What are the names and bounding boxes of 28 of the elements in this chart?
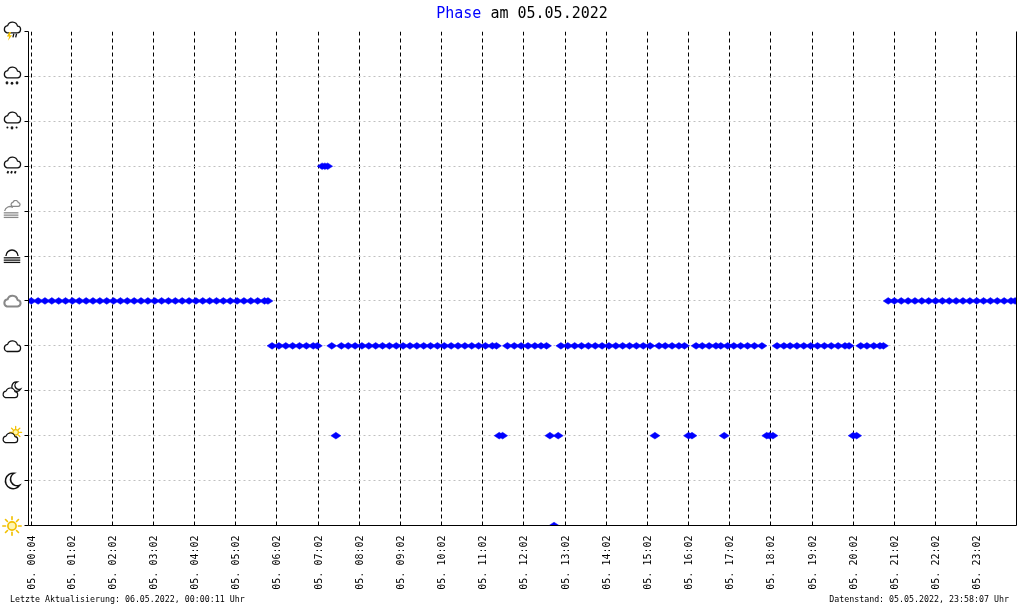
text: Datenstand: 05.05.2022, 23:58:07 Uhr [829,593,1009,606]
x-tick-label: 05. 16:02 [683,535,695,590]
x-tick-label: 05. 08:02 [353,535,365,590]
x-tick-label: 05. 13:02 [559,535,571,590]
x-tick-label: 05. 04:02 [189,535,201,590]
x-tick-label: 05. 15:02 [641,535,653,590]
x-tick-label: 05. 12:02 [518,535,530,590]
text: Phase [436,4,482,22]
x-tick-label: 05. 14:02 [600,535,612,590]
x-tick-label: 05. 17:02 [724,535,736,590]
x-tick-label: 05. 20:02 [847,535,859,590]
x-tick-label: 05. 18:02 [765,535,777,590]
x-tick-label: 05. 10:02 [436,535,448,590]
x-tick-label: 05. 11:02 [477,535,489,590]
x-tick-label: 05. 00:04 [25,535,37,590]
x-tick-label: 05. 02:02 [106,535,118,590]
x-tick-label: 05. 22:02 [930,535,942,590]
x-tick-label: 05. 01:02 [65,535,77,590]
x-tick-label: 05. 06:02 [271,535,283,590]
x-tick-label: 05. 23:02 [971,535,983,590]
x-tick-label: 05. 03:02 [147,535,159,590]
chart-title: am 05.05.2022 [490,4,608,22]
x-tick-label: 05. 19:02 [806,535,818,590]
x-tick-label: 05. 21:02 [888,535,900,590]
x-tick-label: 05. 07:02 [312,535,324,590]
x-tick-label: 05. 05:02 [230,535,242,590]
x-tick-label: 05. 09:02 [394,535,406,590]
text: Letzte Aktualisierung: 06.05.2022, 00:00:11 Uhr [10,593,245,606]
